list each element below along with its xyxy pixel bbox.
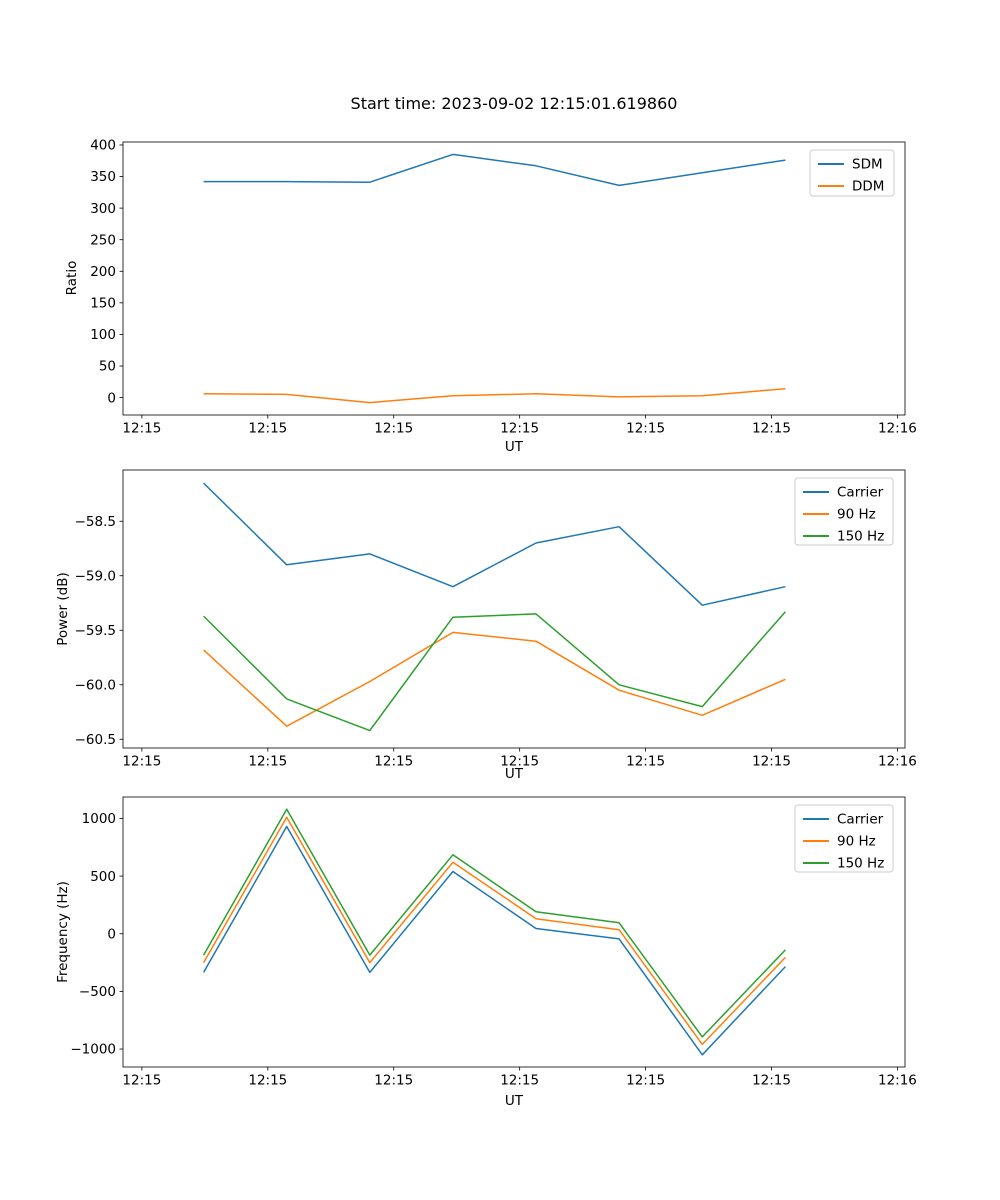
x-tick-label: 12:15 bbox=[752, 754, 791, 770]
x-tick-label: 12:15 bbox=[626, 421, 665, 437]
series-line-sdm bbox=[203, 153, 786, 187]
y-tick-label: 250 bbox=[90, 232, 116, 248]
x-tick-label: 12:16 bbox=[878, 1073, 917, 1089]
legend-label-carrier: Carrier bbox=[837, 485, 884, 501]
y-tick-label: −59.5 bbox=[75, 623, 116, 639]
x-tick-label: 12:15 bbox=[752, 421, 791, 437]
plot-border bbox=[122, 141, 906, 416]
legend-label-150-hz: 150 Hz bbox=[837, 856, 884, 872]
series-line-90-hz bbox=[203, 631, 786, 727]
ylabel-ratio: Ratio bbox=[64, 260, 80, 296]
y-tick-label: 200 bbox=[90, 264, 116, 280]
x-tick-label: 12:15 bbox=[248, 1073, 287, 1089]
y-tick-label: 400 bbox=[90, 138, 116, 154]
x-tick-label: 12:15 bbox=[248, 421, 287, 437]
y-tick-label: −1000 bbox=[70, 1042, 116, 1058]
xlabel-ut-3: UT bbox=[504, 1093, 524, 1109]
x-tick-label: 12:15 bbox=[626, 754, 665, 770]
x-tick-label: 12:15 bbox=[500, 421, 539, 437]
x-tick-label: 12:15 bbox=[374, 1073, 413, 1089]
x-tick-label: 12:15 bbox=[500, 1073, 539, 1089]
y-tick-label: 50 bbox=[99, 359, 116, 375]
legend-label-carrier: Carrier bbox=[837, 812, 884, 828]
ylabel-power: Power (dB) bbox=[55, 572, 71, 646]
xlabel-ut-2: UT bbox=[504, 766, 524, 782]
series-line-150-hz bbox=[203, 611, 786, 732]
legend-box bbox=[809, 149, 895, 197]
series-line-90-hz bbox=[202, 816, 786, 1046]
y-tick-label: 300 bbox=[90, 201, 116, 217]
series-line-carrier bbox=[202, 825, 786, 1056]
ylabel-frequency: Frequency (Hz) bbox=[55, 881, 71, 983]
y-tick-label: 1000 bbox=[82, 811, 116, 827]
series-line-ddm bbox=[203, 387, 786, 404]
legend-label-90-hz: 90 Hz bbox=[837, 834, 876, 850]
x-tick-label: 12:16 bbox=[878, 754, 917, 770]
figure-title: Start time: 2023-09-02 12:15:01.619860 bbox=[350, 94, 678, 113]
plot-border bbox=[122, 469, 906, 749]
y-tick-label: −59.0 bbox=[75, 568, 116, 584]
y-tick-label: −60.0 bbox=[75, 677, 116, 693]
xlabel-ut-1: UT bbox=[504, 439, 524, 455]
x-tick-label: 12:16 bbox=[878, 421, 917, 437]
legend-label-ddm: DDM bbox=[852, 179, 884, 195]
series-line-150-hz bbox=[202, 808, 786, 1038]
x-tick-label: 12:15 bbox=[500, 754, 539, 770]
y-tick-label: −58.5 bbox=[75, 514, 116, 530]
legend-label-150-hz: 150 Hz bbox=[837, 529, 884, 545]
y-tick-label: −500 bbox=[79, 984, 116, 1000]
y-tick-label: 150 bbox=[90, 296, 116, 312]
y-tick-label: 0 bbox=[107, 926, 116, 942]
x-tick-label: 12:15 bbox=[626, 1073, 665, 1089]
x-tick-label: 12:15 bbox=[374, 421, 413, 437]
x-tick-label: 12:15 bbox=[122, 754, 161, 770]
plot-border bbox=[122, 796, 906, 1068]
x-tick-label: 12:15 bbox=[374, 754, 413, 770]
x-tick-label: 12:15 bbox=[248, 754, 287, 770]
legend-box bbox=[794, 477, 894, 546]
x-tick-label: 12:15 bbox=[122, 1073, 161, 1089]
x-tick-label: 12:15 bbox=[122, 421, 161, 437]
y-tick-label: 500 bbox=[90, 869, 116, 885]
y-tick-label: −60.5 bbox=[75, 732, 116, 748]
legend-box bbox=[794, 804, 894, 873]
series-line-carrier bbox=[203, 482, 786, 606]
legend-label-sdm: SDM bbox=[852, 157, 883, 173]
y-tick-label: 0 bbox=[107, 390, 116, 406]
x-tick-label: 12:15 bbox=[752, 1073, 791, 1089]
y-tick-label: 100 bbox=[90, 327, 116, 343]
y-tick-label: 350 bbox=[90, 169, 116, 185]
legend-label-90-hz: 90 Hz bbox=[837, 507, 876, 523]
